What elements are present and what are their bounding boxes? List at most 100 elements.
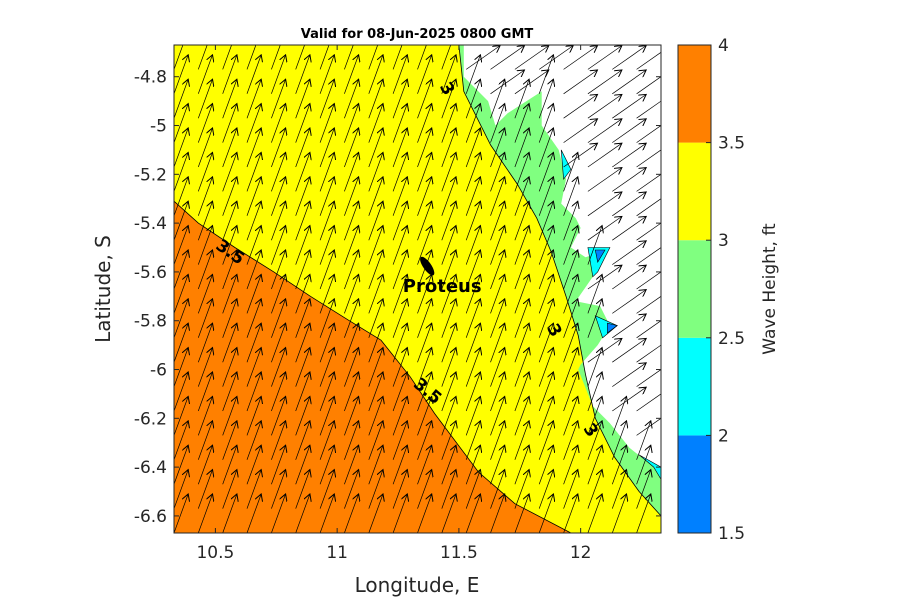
- wind-arrow: [174, 299, 188, 338]
- wind-arrow: [612, 363, 646, 387]
- wind-arrow: [344, 79, 358, 119]
- map-plot-area[interactable]: [174, 6, 695, 533]
- wind-arrow: [587, 396, 602, 436]
- wind-arrow: [271, 250, 285, 290]
- wind-arrow: [636, 271, 661, 290]
- contour-line-1: [458, 45, 661, 517]
- wind-arrow: [636, 125, 661, 143]
- wind-arrow: [441, 274, 456, 314]
- wind-arrow: [344, 348, 358, 387]
- wind-arrow: [222, 445, 237, 485]
- wind-arrow: [392, 226, 407, 265]
- wind-arrow: [222, 274, 237, 314]
- wind-arrow: [222, 201, 237, 241]
- wind-arrow: [392, 79, 407, 119]
- station-vessel-icon[interactable]: [418, 255, 437, 278]
- wind-arrow: [465, 372, 480, 412]
- wind-arrow: [538, 226, 553, 265]
- wind-arrow: [587, 445, 602, 485]
- wind-arrow: [563, 323, 578, 363]
- wind-arrow: [636, 494, 651, 533]
- wind-arrow: [563, 46, 598, 70]
- wind-arrow: [174, 104, 188, 143]
- wind-arrow: [344, 494, 358, 533]
- wind-arrow: [246, 421, 261, 460]
- station-marker-group: Proteus: [403, 255, 482, 297]
- colorbar-band: [678, 45, 711, 143]
- wind-arrow: [514, 250, 529, 290]
- wind-arrow: [563, 226, 578, 265]
- wind-arrow: [514, 226, 529, 265]
- wind-arrow: [636, 51, 661, 70]
- wind-arrow: [417, 250, 432, 290]
- y-tick-label: -6.4: [134, 458, 167, 478]
- colorbar-title: Wave Height, ft: [760, 223, 780, 355]
- wind-arrow: [417, 55, 432, 94]
- y-tick-label: -5.2: [134, 165, 167, 185]
- wind-arrow: [197, 372, 212, 412]
- wind-arrow: [514, 104, 529, 143]
- wind-arrow: [246, 299, 261, 338]
- wind-arrow: [514, 299, 529, 338]
- wind-arrow: [490, 152, 505, 192]
- wind-arrow: [490, 421, 505, 460]
- wind-arrow: [197, 348, 212, 387]
- wind-arrow: [344, 152, 358, 192]
- y-tick-label: -5.6: [134, 263, 167, 283]
- colorbar-tick-label: 3: [718, 231, 729, 251]
- wind-arrow: [319, 201, 334, 241]
- wind-arrow: [490, 494, 505, 533]
- wind-arrow: [417, 445, 432, 485]
- wind-arrow: [563, 143, 598, 168]
- wind-arrow: [441, 250, 456, 290]
- wind-arrow: [368, 177, 383, 216]
- wind-arrow: [174, 348, 188, 387]
- y-tick-label: -4.8: [134, 68, 167, 88]
- wind-arrow: [612, 265, 646, 290]
- wind-arrow: [636, 320, 661, 339]
- wind-arrow: [636, 295, 661, 314]
- wind-arrows: [174, 45, 661, 533]
- wind-arrow: [465, 396, 480, 436]
- wind-arrow: [222, 348, 237, 387]
- wind-arrow: [612, 46, 646, 70]
- wind-arrow: [636, 445, 651, 485]
- wind-arrow: [295, 348, 310, 387]
- wind-arrow: [441, 348, 456, 387]
- wind-arrow: [417, 152, 432, 192]
- wind-arrow: [222, 421, 237, 460]
- wind-arrow: [174, 177, 188, 216]
- wind-arrow: [417, 299, 432, 338]
- wind-arrow: [563, 445, 578, 485]
- wind-arrow: [465, 323, 480, 363]
- wind-arrow: [490, 70, 525, 95]
- wind-arrow: [392, 104, 407, 143]
- wind-arrow: [636, 222, 661, 241]
- wind-arrow: [563, 494, 578, 533]
- wind-arrow: [246, 348, 261, 387]
- wind-arrow: [563, 470, 578, 509]
- colorbar-band: [678, 240, 711, 338]
- wind-arrow: [636, 149, 661, 168]
- wind-arrow: [514, 396, 529, 436]
- wind-arrow: [344, 104, 358, 143]
- wind-arrow: [271, 128, 285, 168]
- wind-arrow: [441, 470, 456, 509]
- wind-arrow: [368, 470, 383, 509]
- colorbar-tick-label: 2: [718, 426, 729, 446]
- wind-arrow: [295, 396, 310, 436]
- wind-arrow: [319, 396, 334, 436]
- wind-arrow: [563, 70, 598, 95]
- station-label: Proteus: [403, 276, 482, 297]
- wind-arrow: [417, 348, 432, 387]
- wind-arrow: [319, 104, 334, 143]
- wind-arrow: [319, 226, 334, 265]
- wind-arrow: [465, 494, 480, 533]
- wind-arrow: [587, 372, 602, 412]
- wind-arrow: [246, 274, 261, 314]
- wind-arrow: [417, 421, 432, 460]
- wind-arrow: [441, 494, 456, 533]
- wind-arrow: [611, 421, 626, 460]
- wind-arrow: [636, 393, 661, 412]
- wind-arrow: [490, 46, 525, 70]
